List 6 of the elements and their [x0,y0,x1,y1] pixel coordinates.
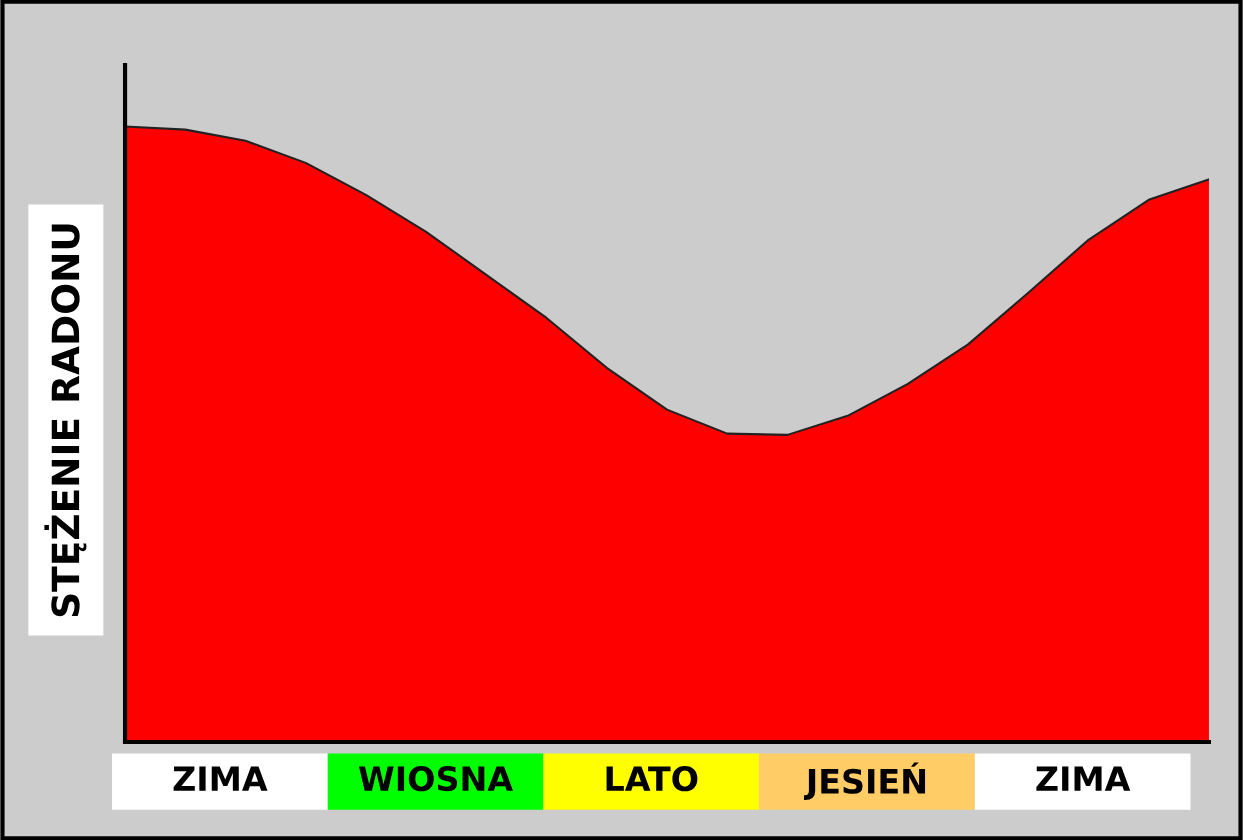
text: WIOSNA [358,766,514,792]
text: ZIMA [1036,766,1131,791]
text: ZIMA [173,766,268,791]
text: LATO [606,766,698,792]
text: JESIEŃ [803,762,926,801]
y-axis-title: STĘŻENIE RADONU [44,224,87,617]
